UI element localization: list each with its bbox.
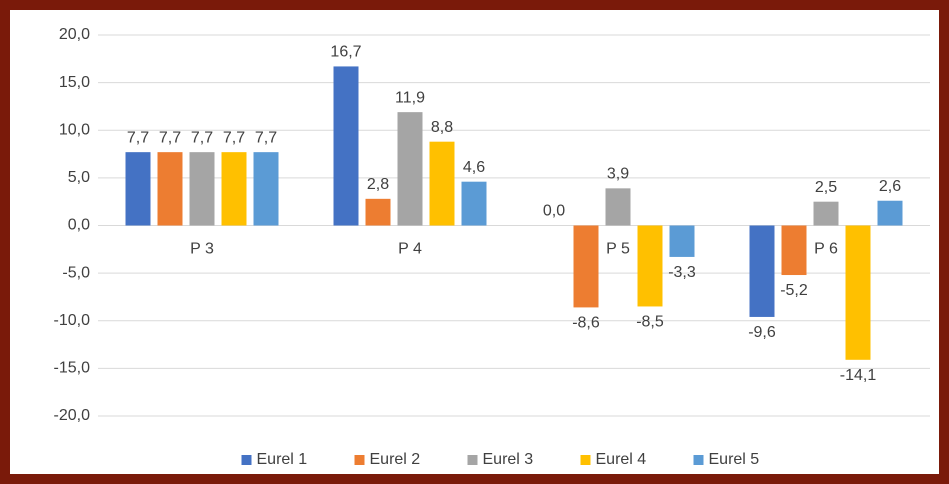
y-tick-label: 0,0: [68, 217, 90, 234]
legend-label: Eurel 1: [257, 451, 308, 468]
y-tick-label: -5,0: [62, 264, 90, 281]
data-label: -14,1: [840, 367, 877, 384]
x-tick-label: P 6: [814, 241, 838, 258]
data-label: -3,3: [668, 264, 696, 281]
bar: [125, 152, 151, 226]
data-label: 7,7: [191, 129, 213, 146]
data-label: 3,9: [607, 166, 629, 183]
bar: [253, 152, 279, 226]
data-label: 7,7: [127, 129, 149, 146]
data-label: 4,6: [463, 159, 485, 176]
bar: [221, 152, 247, 226]
bar: [189, 152, 215, 226]
bar: [669, 225, 695, 257]
data-label: 2,8: [367, 176, 389, 193]
x-tick-label: P 5: [606, 241, 630, 258]
bar: [637, 225, 663, 307]
legend-swatch: [467, 455, 478, 465]
x-tick-label: P 4: [398, 241, 422, 258]
data-label: 7,7: [223, 129, 245, 146]
data-label: -8,5: [636, 314, 664, 331]
bar: [333, 66, 359, 226]
data-label: 8,8: [431, 119, 453, 136]
y-tick-label: -15,0: [54, 360, 91, 377]
bar: [573, 225, 599, 308]
y-tick-label: -20,0: [54, 407, 91, 424]
bar: [749, 225, 775, 317]
y-tick-label: 15,0: [59, 74, 90, 91]
bar: [461, 181, 487, 226]
x-tick-label: P 3: [190, 241, 214, 258]
legend-label: Eurel 2: [370, 451, 421, 468]
data-label: -9,6: [748, 324, 776, 341]
y-tick-label: 10,0: [59, 121, 90, 138]
bar: [157, 152, 183, 226]
data-label: 2,6: [879, 178, 901, 195]
legend-swatch: [241, 455, 252, 465]
data-label: 7,7: [159, 129, 181, 146]
data-label: -5,2: [780, 282, 808, 299]
y-tick-label: -10,0: [54, 312, 91, 329]
legend-label: Eurel 3: [483, 451, 534, 468]
y-tick-label: 20,0: [59, 26, 90, 43]
bar: [813, 201, 839, 226]
data-label: 0,0: [543, 203, 565, 220]
bar: [365, 198, 391, 226]
legend-swatch: [580, 455, 591, 465]
bar: [877, 200, 903, 226]
legend-swatch: [693, 455, 704, 465]
data-label: 11,9: [395, 89, 425, 106]
bar: [605, 188, 631, 226]
data-label: 2,5: [815, 179, 837, 196]
chart: -20,0 -15,0 -10,0 -5,0 0,0 5,0 10,0 15,0 20,0 P 3…: [10, 10, 939, 474]
data-label: 16,7: [330, 44, 361, 61]
bar: [845, 225, 871, 360]
bar: [397, 112, 423, 226]
legend-swatch: [354, 455, 365, 465]
y-tick-label: 5,0: [68, 169, 90, 186]
legend-label: Eurel 4: [596, 451, 647, 468]
bar: [429, 141, 455, 226]
bar: [781, 225, 807, 276]
data-label: -8,6: [572, 315, 600, 332]
legend-label: Eurel 5: [709, 451, 760, 468]
data-label: 7,7: [255, 129, 277, 146]
